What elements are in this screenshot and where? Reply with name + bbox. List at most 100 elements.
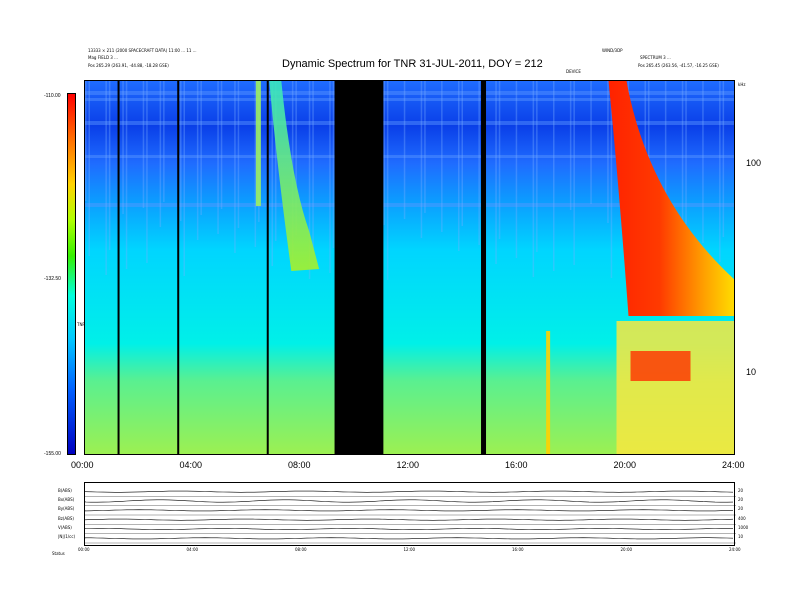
spectrum-band (85, 155, 734, 158)
spectrum-streak (308, 81, 311, 279)
spectrum-streak (573, 81, 575, 265)
header-info-right1: WIND/3DP (602, 48, 623, 53)
spectrum-streak (88, 81, 90, 256)
data-gap-narrow (481, 81, 487, 454)
header-pos-right: Pos 265.45 (263.56, -41.57, -16.25 GSE) (638, 63, 719, 68)
orbit-parameters-panel (84, 482, 736, 546)
spectrum-streak (125, 81, 128, 269)
data-gap-narrow (117, 81, 120, 454)
bottom-row-label: Bx(ABS) (58, 497, 75, 502)
header-pos-left: Pos 265.29 (263.91, -44.88, -18.28 GSE) (88, 63, 169, 68)
spectrum-streak (122, 81, 124, 214)
spectrum-streak (461, 81, 463, 226)
header-info-line2: Mag FIELD 3 ... (88, 55, 118, 60)
spectrum-band (85, 203, 734, 207)
spectrum-streak (85, 81, 87, 201)
intense-burst (608, 81, 734, 316)
spectrum-streak (196, 81, 199, 240)
spectrum-streak (105, 81, 107, 275)
spectrum-streak (271, 81, 273, 266)
spectrum-streak (275, 81, 277, 241)
freq-tick-10: 10 (746, 367, 757, 377)
spectrum-streak (458, 81, 460, 251)
spectrum-streak (424, 81, 426, 213)
spectrum-streak (607, 81, 609, 223)
spectrum-streak (478, 81, 480, 245)
x-tick-label: 16:00 (505, 460, 528, 470)
spectrum-streak (495, 81, 497, 264)
freq-tick-100: 100 (746, 158, 762, 168)
bottom-row-scale: 20 (738, 506, 744, 512)
x-tick-label: 04:00 (179, 460, 203, 470)
spectrum-streak (532, 81, 535, 277)
spectrum-streak (536, 81, 538, 252)
spectrum-band (85, 91, 734, 95)
bottom-row-scale: 20 (738, 497, 744, 502)
spectrum-streak (217, 81, 219, 234)
spectrum-streak (332, 81, 335, 248)
bottom-row-scale: 400 (738, 515, 746, 521)
spectrum-streak (569, 81, 572, 210)
spectrum-streak (220, 81, 223, 209)
spectrum-streak (142, 81, 145, 208)
bottom-x-tick: 12:00 (403, 547, 416, 552)
x-tick-label: 12:00 (396, 460, 420, 470)
bottom-x-tick: 00:00 (78, 547, 90, 552)
device-label: DEVICE (566, 69, 581, 74)
data-gap (334, 81, 384, 454)
dynamic-spectrum-plot (84, 80, 735, 455)
type3-burst (269, 81, 320, 271)
bottom-row-scale: 1000 (738, 525, 749, 530)
header-info-line1: 13333 × 211 (2000 SPACECRAFT DATA) 11:00… (88, 48, 197, 53)
header-info-right2: SPECTRUM 3 ... (640, 55, 671, 60)
colorbar-label-top: -110.00 (44, 93, 61, 99)
spectrum-svg (85, 81, 734, 454)
spectrum-streak (441, 81, 443, 232)
bottom-row-scale: 20 (738, 487, 744, 493)
spectrum-streak (183, 81, 185, 276)
spectrum-streak (163, 81, 165, 202)
spectrum-streak (159, 81, 162, 227)
spectrum-streak (420, 81, 423, 238)
bottom-x-tick: 20:00 (620, 547, 633, 552)
spectrum-streak (254, 81, 257, 247)
bottom-row-label: B(ABS) (58, 487, 72, 493)
bottom-x-tick: 04:00 (186, 547, 199, 552)
bottom-row-label: V(ABS) (58, 525, 72, 530)
spectrum-band (85, 121, 734, 125)
spectrum-streak (237, 81, 240, 228)
spectrum-streak (498, 81, 501, 239)
spectrum-streak (200, 81, 202, 215)
spectrum-streak (403, 81, 406, 219)
spectrum-streak (648, 81, 650, 211)
bottom-row-label: Bz(ABS) (58, 515, 74, 521)
spectrum-streak (312, 81, 314, 254)
colorbar (67, 93, 76, 455)
spectrum-streak (685, 81, 687, 224)
status-label: Status (52, 551, 65, 556)
colorbar-unit: TNR (77, 322, 86, 327)
bottom-row-scale: 10 (738, 534, 744, 540)
colorbar-label-mid: -132.50 (44, 276, 61, 282)
spectrum-streak (295, 81, 297, 235)
spectrum-streak (386, 81, 389, 280)
spectrum-streak (146, 81, 148, 263)
x-tick-label: 08:00 (288, 460, 311, 470)
colorbar-label-bottom: -155.00 (44, 451, 61, 457)
chart-title: Dynamic Spectrum for TNR 31-JUL-2011, DO… (282, 58, 543, 70)
data-gap-narrow (177, 81, 180, 454)
bottom-x-tick: 08:00 (295, 547, 307, 552)
spectrum-spike (546, 331, 551, 454)
parameter-trace (84, 537, 734, 540)
spectrum-band (85, 98, 734, 101)
spectrum-streak (664, 81, 667, 230)
spectrum-streak (553, 81, 555, 271)
spectrum-streak (329, 81, 331, 273)
burst-lower-band (616, 321, 734, 454)
parameter-trace (84, 518, 734, 521)
parameter-trace (84, 509, 734, 512)
spectrum-streak (702, 81, 704, 243)
x-tick-label: 24:00 (722, 460, 745, 470)
x-tick-label: 20:00 (613, 460, 637, 470)
spectrum-streak (590, 81, 592, 204)
